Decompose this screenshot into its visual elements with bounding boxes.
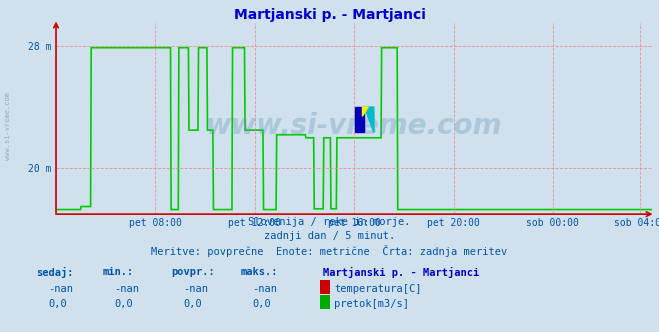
- Text: -nan: -nan: [48, 284, 73, 294]
- Text: Martjanski p. - Martjanci: Martjanski p. - Martjanci: [233, 8, 426, 22]
- Text: -nan: -nan: [114, 284, 139, 294]
- Text: min.:: min.:: [102, 267, 133, 277]
- Text: 0,0: 0,0: [114, 299, 132, 309]
- Text: maks.:: maks.:: [241, 267, 278, 277]
- Text: zadnji dan / 5 minut.: zadnji dan / 5 minut.: [264, 231, 395, 241]
- Text: 0,0: 0,0: [48, 299, 67, 309]
- Text: www.si-vreme.com: www.si-vreme.com: [5, 92, 11, 160]
- Polygon shape: [364, 107, 374, 132]
- Text: www.si-vreme.com: www.si-vreme.com: [206, 112, 502, 140]
- Text: 0,0: 0,0: [183, 299, 202, 309]
- Text: -nan: -nan: [252, 284, 277, 294]
- Bar: [355, 107, 364, 132]
- Text: -nan: -nan: [183, 284, 208, 294]
- Text: Martjanski p. - Martjanci: Martjanski p. - Martjanci: [323, 267, 479, 278]
- Text: Slovenija / reke in morje.: Slovenija / reke in morje.: [248, 217, 411, 227]
- Polygon shape: [362, 107, 368, 116]
- Text: povpr.:: povpr.:: [171, 267, 215, 277]
- Text: Meritve: povprečne  Enote: metrične  Črta: zadnja meritev: Meritve: povprečne Enote: metrične Črta:…: [152, 245, 507, 257]
- Text: pretok[m3/s]: pretok[m3/s]: [334, 299, 409, 309]
- Text: temperatura[C]: temperatura[C]: [334, 284, 422, 294]
- Text: sedaj:: sedaj:: [36, 267, 74, 278]
- Text: 0,0: 0,0: [252, 299, 271, 309]
